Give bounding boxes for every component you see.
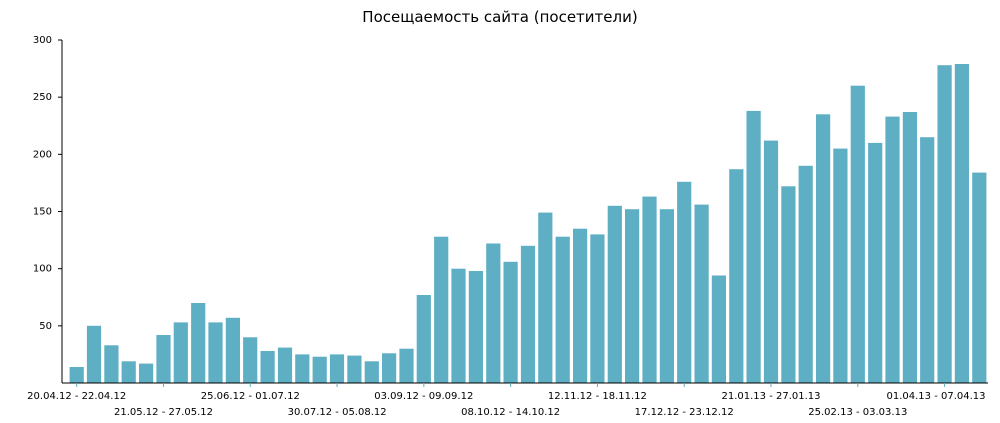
bar: [954, 64, 969, 383]
bar: [677, 181, 692, 383]
x-tick-label: 01.04.13 - 07.04.13: [886, 391, 985, 402]
bar: [347, 355, 362, 383]
bar: [503, 261, 518, 383]
bar: [260, 351, 275, 383]
bar: [468, 271, 483, 383]
bar: [590, 234, 605, 383]
bar: [885, 116, 900, 383]
bar: [573, 228, 588, 383]
bar: [225, 317, 240, 383]
bar: [520, 245, 536, 383]
y-tick-label: 200: [33, 149, 52, 160]
bar: [364, 361, 379, 383]
x-tick-label: 21.05.12 - 27.05.12: [114, 407, 213, 418]
bars-group: [69, 64, 987, 384]
x-tick-label: 03.09.12 - 09.09.12: [374, 391, 473, 402]
y-ticks-group: 50 100 150 200 250 300: [33, 35, 62, 332]
bar: [659, 209, 674, 383]
y-tick-label: 250: [33, 92, 52, 103]
bar: [816, 114, 831, 384]
x-tick-label: 08.10.12 - 14.10.12: [461, 407, 560, 418]
bar: [850, 85, 865, 383]
bar: [416, 295, 431, 383]
bar: [798, 165, 813, 383]
bar: [555, 236, 570, 383]
x-tick-label: 12.11.12 - 18.11.12: [548, 391, 647, 402]
bar: [763, 140, 779, 383]
bar: [173, 322, 188, 383]
bar: [920, 137, 935, 383]
x-ticks-group: 20.04.12 - 22.04.12 21.05.12 - 27.05.12 25…: [27, 383, 986, 418]
bar: [729, 169, 744, 383]
bar: [625, 209, 640, 383]
bar: [781, 186, 796, 383]
bar: [868, 142, 883, 383]
x-tick-label: 30.07.12 - 05.08.12: [288, 407, 387, 418]
bar: [312, 356, 327, 383]
y-tick-label: 50: [39, 321, 52, 332]
bar: [972, 172, 987, 383]
chart-title: Посещаемость сайта (посетители): [362, 8, 638, 26]
bar: [486, 243, 501, 383]
x-tick-label: 17.12.12 - 23.12.12: [635, 407, 734, 418]
bar: [104, 345, 119, 383]
bar: [711, 275, 726, 383]
y-tick-label: 150: [33, 207, 52, 218]
bar: [156, 335, 171, 383]
bar: [607, 205, 622, 383]
bar: [208, 322, 223, 383]
bar: [434, 236, 449, 383]
x-tick-label: 21.01.13 - 27.01.13: [721, 391, 820, 402]
y-tick-label: 100: [33, 264, 52, 275]
bar: [191, 303, 206, 383]
bar: [295, 354, 310, 383]
x-tick-label: 25.06.12 - 01.07.12: [201, 391, 300, 402]
x-tick-label: 20.04.12 - 22.04.12: [27, 391, 126, 402]
bar: [937, 65, 952, 383]
bar: [642, 196, 657, 383]
bar: [746, 110, 761, 384]
bar: [538, 212, 553, 383]
bar: [86, 325, 102, 383]
bar: [451, 268, 466, 383]
bar: [694, 204, 709, 383]
bar: [399, 348, 414, 383]
bar: [139, 363, 154, 383]
bar: [329, 354, 345, 383]
bar: [69, 367, 84, 383]
bar: [277, 347, 293, 383]
y-tick-label: 300: [33, 35, 52, 46]
x-tick-label: 25.02.13 - 03.03.13: [808, 407, 907, 418]
bar: [833, 148, 848, 383]
bar: [382, 353, 397, 383]
bar: [902, 112, 917, 383]
bar: [243, 337, 258, 383]
bar: [121, 361, 136, 383]
